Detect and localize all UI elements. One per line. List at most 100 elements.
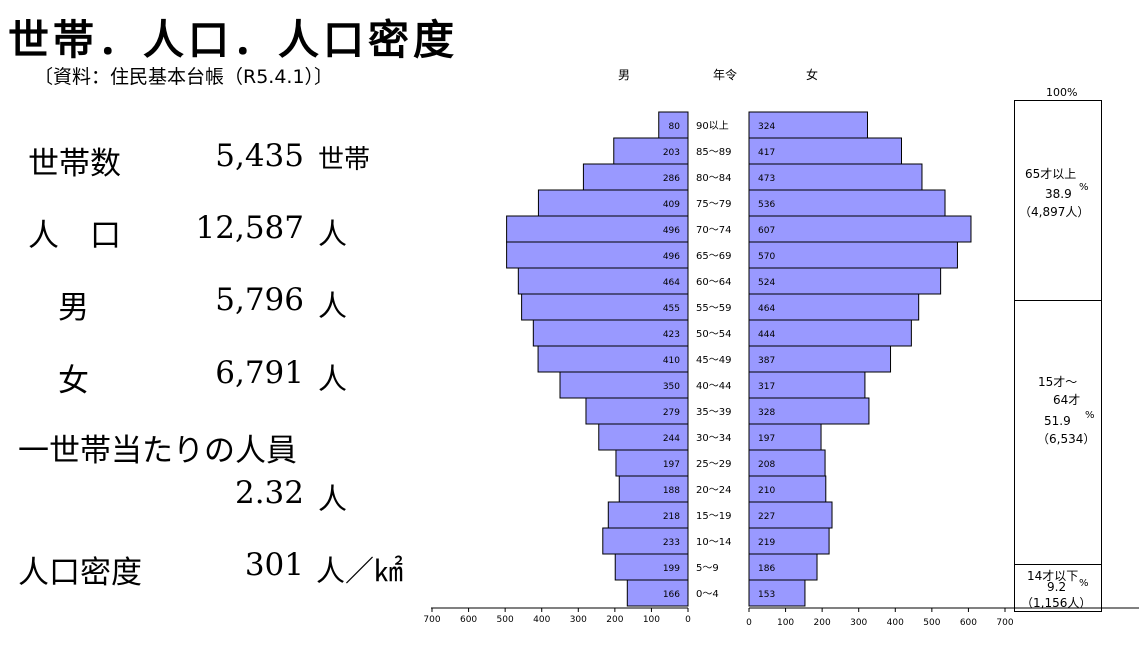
female-bar xyxy=(748,475,827,503)
age-label: 50～54 xyxy=(696,329,731,340)
age-label: 35～39 xyxy=(696,407,731,418)
male-value-label: 244 xyxy=(663,434,680,444)
female-value-label: 153 xyxy=(758,590,775,600)
male-tick-label: 300 xyxy=(570,615,587,625)
age-label: 25～29 xyxy=(696,459,731,470)
female-value-label: 219 xyxy=(758,538,775,548)
female-value-label: 473 xyxy=(758,174,775,184)
stat-male: 男 5,796 xyxy=(58,282,304,326)
age-group-header: 100% xyxy=(1046,86,1078,99)
female-tick-label: 100 xyxy=(777,618,794,628)
male-value-label: 286 xyxy=(663,174,680,184)
male-tick-label: 0 xyxy=(685,615,691,625)
stat-per-household-unit: 人 xyxy=(318,482,348,516)
male-bar xyxy=(626,579,689,607)
female-bar xyxy=(748,215,972,243)
female-bar xyxy=(748,345,892,373)
male-value-label: 279 xyxy=(663,408,680,418)
male-value-label: 496 xyxy=(663,252,680,262)
male-bar xyxy=(506,241,689,269)
female-bar xyxy=(748,241,958,269)
elderly-pct-unit: % xyxy=(1079,182,1089,193)
male-bar xyxy=(532,319,689,347)
age-label: 70～74 xyxy=(696,225,731,236)
female-value-label: 324 xyxy=(758,122,775,132)
age-label: 0～4 xyxy=(696,589,719,600)
age-label: 45～49 xyxy=(696,355,731,366)
age-label: 75～79 xyxy=(696,199,731,210)
working-pct-unit: % xyxy=(1085,410,1095,421)
female-bar xyxy=(748,579,806,607)
stat-female-label: 女 xyxy=(58,363,89,399)
stat-male-unit: 人 xyxy=(318,289,348,323)
male-bar xyxy=(537,189,689,217)
male-bar xyxy=(537,345,689,373)
female-value-label: 536 xyxy=(758,200,775,210)
young-pct: 9.2 xyxy=(1047,580,1067,594)
stat-households: 世帯数 5,435 xyxy=(28,138,304,182)
stat-population-label: 人 口 xyxy=(28,218,121,254)
male-tick-label: 600 xyxy=(460,615,477,625)
male-bar xyxy=(517,267,689,295)
stat-female: 女 6,791 xyxy=(58,355,304,399)
male-tick-label: 700 xyxy=(423,615,440,625)
female-value-label: 227 xyxy=(758,512,775,522)
female-bar xyxy=(748,527,830,555)
stat-population-unit: 人 xyxy=(318,217,348,251)
male-value-label: 166 xyxy=(663,590,680,600)
age-label: 20～24 xyxy=(696,485,731,496)
stat-population-value: 12,587 xyxy=(195,210,304,246)
age-label: 80～84 xyxy=(696,173,731,184)
male-bar xyxy=(614,553,689,581)
male-tick-label: 400 xyxy=(533,615,550,625)
female-value-label: 570 xyxy=(758,252,775,262)
female-value-label: 210 xyxy=(758,486,775,496)
elderly-label: 65才以上 xyxy=(1025,167,1077,181)
male-bar xyxy=(506,215,689,243)
female-bar xyxy=(748,553,818,581)
page-title: 世帯．人口．人口密度 xyxy=(8,16,458,64)
female-tick-label: 600 xyxy=(960,618,977,628)
working-label-1: 15才～ xyxy=(1038,375,1078,389)
stat-density: 人口密度 301 xyxy=(18,547,304,591)
female-tick-label: 700 xyxy=(996,618,1013,628)
age-label: 10～14 xyxy=(696,537,731,548)
working-pct: 51.9 xyxy=(1044,414,1071,428)
female-bar xyxy=(748,397,870,425)
male-value-label: 233 xyxy=(663,538,680,548)
stat-male-value: 5,796 xyxy=(215,282,304,318)
young-count: （1,156人） xyxy=(1021,596,1092,610)
male-value-label: 350 xyxy=(663,382,680,392)
age-group-young-box xyxy=(1014,564,1102,612)
young-label: 14才以下 xyxy=(1027,569,1079,583)
male-value-label: 203 xyxy=(663,148,680,158)
female-value-label: 208 xyxy=(758,460,775,470)
male-bar xyxy=(602,527,689,555)
elderly-pct: 38.9 xyxy=(1045,187,1072,201)
female-value-label: 197 xyxy=(758,434,775,444)
female-bar xyxy=(748,371,866,399)
stat-density-label: 人口密度 xyxy=(18,555,142,591)
female-bar xyxy=(748,501,833,529)
stat-per-household-value: 2.32 xyxy=(234,475,304,511)
female-tick-label: 500 xyxy=(923,618,940,628)
stat-density-value: 301 xyxy=(244,547,304,583)
female-bar xyxy=(748,293,920,321)
male-value-label: 188 xyxy=(663,486,680,496)
female-tick-label: 200 xyxy=(814,618,831,628)
female-bar xyxy=(748,189,946,217)
header-age: 年令 xyxy=(713,68,738,82)
male-value-label: 496 xyxy=(663,226,680,236)
age-label: 60～64 xyxy=(696,277,731,288)
working-count: （6,534） xyxy=(1037,432,1096,446)
age-label: 55～59 xyxy=(696,303,731,314)
female-value-label: 417 xyxy=(758,148,775,158)
female-bar xyxy=(748,319,912,347)
age-label: 15～19 xyxy=(696,511,731,522)
stat-male-label: 男 xyxy=(58,290,89,326)
stat-density-unit: 人／㎢ xyxy=(316,554,404,588)
female-value-label: 317 xyxy=(758,382,775,392)
elderly-count: （4,897人） xyxy=(1019,205,1090,219)
male-tick-label: 100 xyxy=(643,615,660,625)
